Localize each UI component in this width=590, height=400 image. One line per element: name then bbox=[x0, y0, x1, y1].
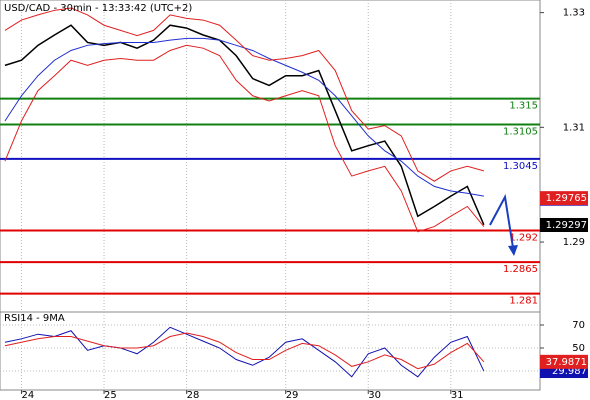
arrow-head bbox=[508, 245, 518, 256]
series-line bbox=[4, 24, 485, 226]
x-tick-label: 25 bbox=[104, 390, 117, 400]
y-tick-label: 70 bbox=[572, 320, 585, 331]
chart-title: USD/CAD - 30min - 13:33:42 (UTC+2) bbox=[4, 3, 192, 14]
y-tick-label: 50 bbox=[572, 343, 585, 354]
series-line bbox=[4, 7, 484, 182]
series-line bbox=[4, 326, 485, 378]
value-box bbox=[540, 217, 588, 232]
y-tick-label: 1.33 bbox=[563, 8, 585, 19]
value-box bbox=[540, 191, 588, 206]
series-line bbox=[4, 44, 485, 233]
value-box-label: 29.987 bbox=[552, 366, 587, 377]
x-tick-label: 24 bbox=[21, 390, 34, 400]
value-box-label: 37.9871 bbox=[546, 357, 587, 368]
x-tick-label: 28 bbox=[187, 390, 200, 400]
value-box bbox=[540, 354, 588, 369]
rsi-title: RSI14 - 9MA bbox=[4, 313, 65, 324]
level-label: 1.3045 bbox=[503, 161, 538, 172]
value-box-label: 1.29297 bbox=[546, 220, 587, 231]
y-tick-label: 1.31 bbox=[563, 122, 585, 133]
level-label: 1.292 bbox=[509, 233, 538, 244]
x-tick-label: 29 bbox=[286, 390, 299, 400]
level-label: 1.315 bbox=[509, 101, 538, 112]
series-line bbox=[4, 332, 485, 370]
forecast-arrow bbox=[489, 193, 515, 255]
level-label: 1.3105 bbox=[503, 126, 538, 137]
x-tick-label: 31 bbox=[451, 390, 464, 400]
value-box-label: 1.29765 bbox=[546, 193, 587, 204]
level-label: 1.281 bbox=[509, 296, 538, 307]
y-tick-label: 1.29 bbox=[563, 237, 585, 248]
level-label: 1.2865 bbox=[503, 264, 538, 275]
x-tick-label: 30 bbox=[368, 390, 381, 400]
